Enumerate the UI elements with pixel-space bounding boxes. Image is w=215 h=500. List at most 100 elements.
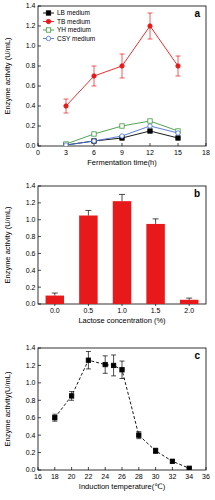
error-bar xyxy=(119,194,125,201)
error-cap xyxy=(148,39,153,40)
x-tick xyxy=(122,143,123,146)
y-tick-label: 0.0 xyxy=(26,142,36,149)
error-cap xyxy=(92,86,97,87)
error-cap xyxy=(64,99,69,100)
error-cap xyxy=(153,218,159,219)
y-tick-label: 1.2 xyxy=(26,199,36,206)
y-tick xyxy=(38,417,41,418)
error-bar xyxy=(186,298,192,300)
legend-marker xyxy=(46,28,50,32)
y-tick-label: 1.0 xyxy=(26,379,36,386)
error-cap xyxy=(92,66,97,67)
error-cap xyxy=(111,375,116,376)
error-cap xyxy=(103,373,108,374)
y-tick xyxy=(38,253,41,254)
error-cap xyxy=(119,194,125,195)
bar xyxy=(46,296,64,304)
x-tick-label: 6 xyxy=(92,149,96,156)
y-tick xyxy=(38,146,41,147)
error-bar xyxy=(103,356,108,373)
marker xyxy=(92,74,96,78)
y-tick xyxy=(38,46,41,47)
chart: 0.00.20.40.60.81.01.21.40.00.51.01.52.0L… xyxy=(3,182,206,325)
marker xyxy=(64,142,68,146)
chart: 0.00.20.40.60.81.01.21.41618202224262830… xyxy=(3,344,210,491)
series-line xyxy=(66,121,178,144)
y-tick-label: 0.2 xyxy=(26,284,36,291)
x-tick xyxy=(189,304,190,306)
error-cap xyxy=(136,431,141,432)
marker xyxy=(120,368,124,372)
y-axis-label: Enzyme activity (U/mL) xyxy=(3,37,12,115)
legend: LB mediumTB mediumYH mediumCSY medium xyxy=(43,9,95,42)
error-cap xyxy=(111,354,116,355)
x-tick xyxy=(38,467,39,470)
x-tick-label: 34 xyxy=(185,473,193,480)
y-tick xyxy=(38,106,41,107)
marker xyxy=(176,131,180,135)
panel-label: a xyxy=(194,8,200,19)
marker xyxy=(92,139,96,143)
marker xyxy=(120,134,124,138)
frame xyxy=(38,348,206,470)
error-cap xyxy=(176,76,181,77)
y-tick xyxy=(38,236,41,237)
y-tick-label: 0.8 xyxy=(26,233,36,240)
error-cap xyxy=(52,414,57,415)
x-tick-label: 36 xyxy=(202,473,210,480)
series-line xyxy=(66,126,178,145)
y-tick xyxy=(38,304,41,305)
error-cap xyxy=(103,355,108,356)
y-tick xyxy=(38,348,41,349)
x-tick-label: 16 xyxy=(34,473,42,480)
marker xyxy=(111,363,115,367)
x-tick-label: 24 xyxy=(101,473,109,480)
y-tick xyxy=(38,86,41,87)
y-tick-label: 0.6 xyxy=(26,414,36,421)
chart: 0.00.20.40.60.81.01.21.40369121518Fermen… xyxy=(3,2,210,167)
x-axis-label: Fermentation time(h) xyxy=(87,158,157,167)
y-tick xyxy=(38,126,41,127)
x-tick-label: 3 xyxy=(64,149,68,156)
x-tick-label: 1.0 xyxy=(117,307,127,314)
marker xyxy=(148,124,152,128)
x-tick xyxy=(122,304,123,306)
x-axis-label: Induction temperature(℃) xyxy=(79,482,166,491)
error-bar xyxy=(52,414,57,421)
marker xyxy=(176,136,180,140)
marker xyxy=(120,64,124,68)
error-bar xyxy=(92,66,97,86)
error-cap xyxy=(86,368,91,369)
frame xyxy=(38,6,206,146)
y-tick-label: 0.4 xyxy=(26,267,36,274)
error-cap xyxy=(120,78,125,79)
y-tick xyxy=(38,470,41,471)
error-bar xyxy=(111,355,116,376)
legend-label: TB medium xyxy=(57,18,90,25)
x-tick-label: 28 xyxy=(135,473,143,480)
error-bar xyxy=(136,432,141,439)
marker xyxy=(153,449,157,453)
y-tick-label: 0.8 xyxy=(26,397,36,404)
x-tick-label: 32 xyxy=(169,473,177,480)
panel-label: b xyxy=(194,188,200,199)
error-cap xyxy=(120,54,125,55)
error-cap xyxy=(186,298,192,299)
marker xyxy=(92,132,96,136)
figure: 0.00.20.40.60.81.01.21.40369121518Fermen… xyxy=(0,0,215,500)
x-tick xyxy=(88,467,89,470)
error-cap xyxy=(120,361,125,362)
x-tick-label: 0.5 xyxy=(84,307,94,314)
marker xyxy=(148,129,152,133)
error-bar xyxy=(52,293,58,296)
y-tick-label: 1.4 xyxy=(26,2,36,9)
error-bar xyxy=(176,56,181,76)
frame xyxy=(38,186,206,304)
error-cap xyxy=(52,421,57,422)
x-tick-label: 18 xyxy=(51,473,59,480)
y-tick xyxy=(38,270,41,271)
y-tick-label: 0.4 xyxy=(26,432,36,439)
y-tick-label: 0.2 xyxy=(26,122,36,129)
y-tick-label: 0.4 xyxy=(26,102,36,109)
marker xyxy=(86,358,90,362)
